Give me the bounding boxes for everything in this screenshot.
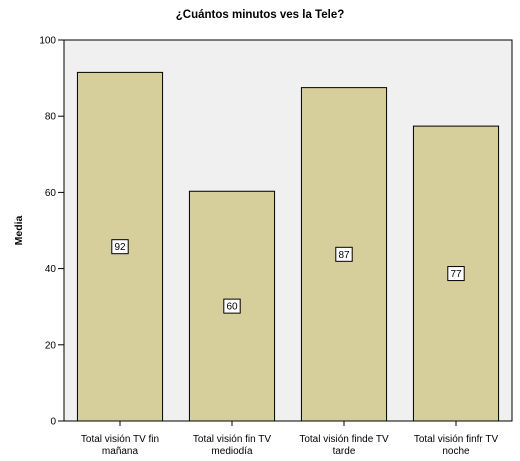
bars: 92 60 87 77 [76, 71, 500, 422]
x-category-label: Total visión TV fin [81, 434, 159, 445]
y-tick-label: 100 [39, 36, 56, 47]
x-category-label: Total visión finde TV [299, 434, 389, 445]
data-label-box [223, 298, 241, 314]
chart-title: ¿Cuántos minutos ves la Tele? [176, 9, 345, 21]
x-category-label: mañana [102, 446, 139, 457]
y-axis: 0 20 40 60 80 100 [39, 36, 64, 428]
x-category-label: mediodía [211, 446, 253, 457]
y-tick-label: 40 [45, 264, 57, 275]
y-tick-label: 0 [50, 417, 56, 428]
y-tick-label: 80 [45, 112, 57, 123]
y-axis-label: Media [13, 215, 25, 245]
x-category-label: tarde [333, 446, 356, 457]
data-label: 60 [226, 302, 238, 313]
y-tick-label: 20 [45, 340, 57, 351]
data-label-box [111, 239, 129, 255]
x-category-label: noche [442, 446, 470, 457]
data-label-box [335, 246, 353, 262]
data-label-box [447, 266, 465, 282]
x-category-label: Total visión finfr TV [414, 434, 499, 445]
data-label: 87 [338, 250, 350, 261]
data-label: 77 [450, 269, 462, 280]
x-category-label: Total visión fin TV [193, 434, 272, 445]
y-tick-label: 60 [45, 188, 57, 199]
data-label: 92 [114, 242, 126, 253]
